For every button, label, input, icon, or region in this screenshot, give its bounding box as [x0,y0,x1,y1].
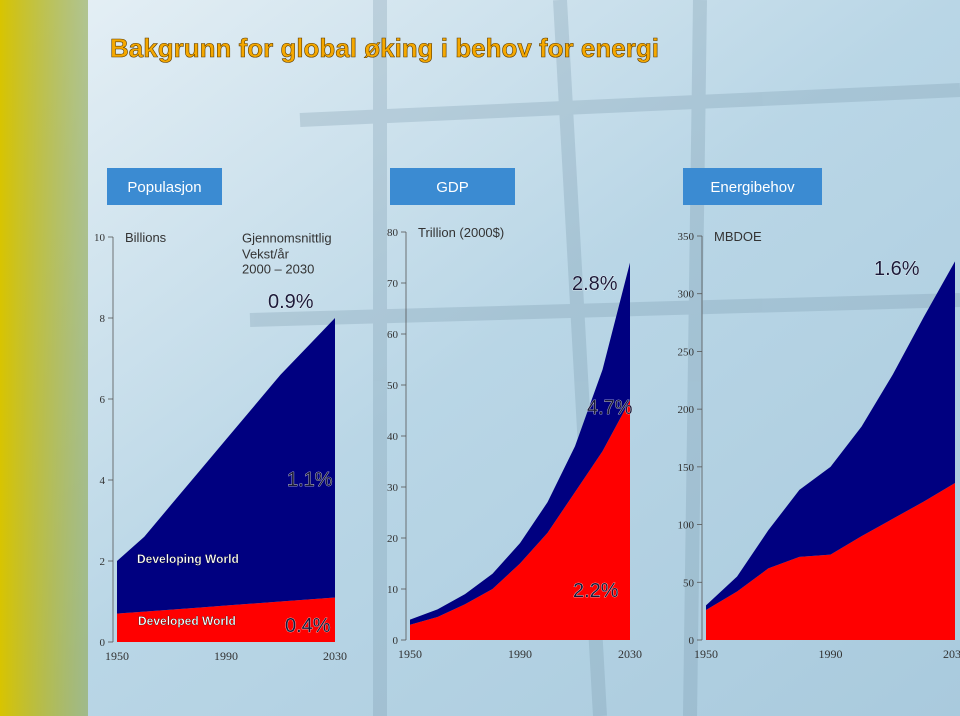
chart-header [107,168,222,205]
area [706,261,955,610]
y-tick-label: 70 [387,278,399,290]
background-pipes [249,0,960,716]
y-tick-label: 4 [100,475,106,487]
area [706,483,955,640]
area [117,318,335,614]
annotation: Vekst/år [242,247,290,262]
annotation: Gjennomsnittlig [242,231,332,246]
unit-label: MBDOE [714,229,762,244]
annotation: 0.4% [285,615,331,637]
unit-label: Trillion (2000$) [418,225,504,240]
x-tick-label: 1990 [508,647,532,661]
area [410,262,630,625]
y-tick-label: 6 [100,394,106,406]
chart-title: Energibehov [710,179,795,196]
y-tick-label: 250 [678,346,695,358]
x-tick-label: 1990 [214,649,238,663]
slide-title: Bakgrunn for global øking i behov for en… [110,33,659,63]
annotation: 2.8% [572,273,618,295]
chart-header [390,168,515,205]
series-label: Developing World [137,552,239,566]
chart-title: GDP [436,179,469,196]
x-tick-label: 1950 [694,647,718,661]
annotation: 2000 – 2030 [242,262,314,277]
y-tick-label: 10 [94,232,106,244]
y-tick-label: 350 [678,231,695,243]
annotation: 0.9% [268,291,314,313]
annotation: 1.6% [874,258,920,280]
y-tick-label: 0 [100,637,106,649]
annotation: 4.7% [587,397,633,419]
series-label: Developed World [138,614,236,628]
x-tick-label: 2030 [323,649,347,663]
x-tick-label: 1990 [819,647,843,661]
area [410,400,630,640]
chart-title: Populasjon [127,179,201,196]
y-tick-label: 0 [393,635,399,647]
y-tick-label: 150 [678,462,695,474]
y-tick-label: 50 [387,380,399,392]
y-tick-label: 8 [100,313,106,325]
chart-header [683,168,822,205]
x-tick-label: 2030 [618,647,642,661]
y-tick-label: 30 [387,482,399,494]
area [117,597,335,642]
x-tick-label: 2030 [943,647,960,661]
x-tick-label: 1950 [105,649,129,663]
unit-label: Billions [125,230,167,245]
annotation: 1.1% [287,469,333,491]
flower-strip [0,0,88,716]
y-tick-label: 200 [678,404,695,416]
y-tick-label: 80 [387,227,399,239]
y-tick-label: 20 [387,533,399,545]
x-tick-label: 1950 [398,647,422,661]
y-tick-label: 2 [100,556,106,568]
y-tick-label: 0 [689,635,695,647]
y-tick-label: 10 [387,584,399,596]
y-tick-label: 60 [387,329,399,341]
y-tick-label: 40 [387,431,399,443]
annotation: 2.2% [573,580,619,602]
y-tick-label: 100 [678,520,695,532]
y-tick-label: 50 [683,577,695,589]
y-tick-label: 300 [678,289,695,301]
